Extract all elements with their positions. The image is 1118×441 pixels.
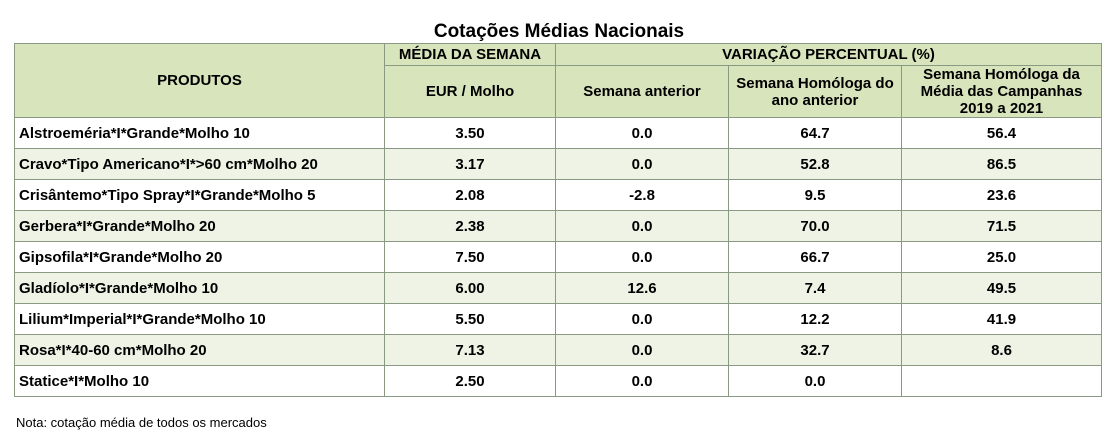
cell-semana-anterior: 0.0 xyxy=(555,148,729,180)
prices-table: PRODUTOS MÉDIA DA SEMANA VARIAÇÃO PERCEN… xyxy=(14,43,1102,397)
table-header: PRODUTOS MÉDIA DA SEMANA VARIAÇÃO PERCEN… xyxy=(14,43,1102,118)
cell-homologa-media: 86.5 xyxy=(901,148,1102,180)
cell-homologa-media: 56.4 xyxy=(901,117,1102,149)
cell-homologa-media: 49.5 xyxy=(901,272,1102,304)
cell-homologa-media: 71.5 xyxy=(901,210,1102,242)
cell-media: 3.50 xyxy=(384,117,556,149)
table-row: Cravo*Tipo Americano*I*>60 cm*Molho 20 3… xyxy=(14,148,1102,180)
cell-semana-anterior: 0.0 xyxy=(555,210,729,242)
cell-media: 7.13 xyxy=(384,334,556,366)
cell-media: 2.38 xyxy=(384,210,556,242)
cell-produto: Rosa*I*40-60 cm*Molho 20 xyxy=(14,334,385,366)
cell-homologa-ano: 64.7 xyxy=(728,117,902,149)
cell-semana-anterior: 0.0 xyxy=(555,241,729,273)
cell-homologa-media: 23.6 xyxy=(901,179,1102,211)
cell-homologa-media: 8.6 xyxy=(901,334,1102,366)
cell-homologa-ano: 66.7 xyxy=(728,241,902,273)
cell-homologa-ano: 7.4 xyxy=(728,272,902,304)
cell-semana-anterior: 0.0 xyxy=(555,365,729,397)
cell-homologa-ano: 70.0 xyxy=(728,210,902,242)
cell-media: 2.08 xyxy=(384,179,556,211)
header-produtos: PRODUTOS xyxy=(14,43,385,118)
cell-produto: Crisântemo*Tipo Spray*I*Grande*Molho 5 xyxy=(14,179,385,211)
header-semana-anterior: Semana anterior xyxy=(555,65,729,118)
header-semana-homologa-media-campanhas: Semana Homóloga da Média das Campanhas 2… xyxy=(901,65,1102,118)
cell-homologa-ano: 9.5 xyxy=(728,179,902,211)
cell-produto: Lilium*Imperial*I*Grande*Molho 10 xyxy=(14,303,385,335)
header-unidade: EUR / Molho xyxy=(384,65,556,118)
cell-media: 2.50 xyxy=(384,365,556,397)
footnote: Nota: cotação média de todos os mercados xyxy=(16,415,267,430)
table-row: Gipsofila*I*Grande*Molho 20 7.50 0.0 66.… xyxy=(14,241,1102,273)
cell-homologa-ano: 52.8 xyxy=(728,148,902,180)
table-row: Alstroeméria*I*Grande*Molho 10 3.50 0.0 … xyxy=(14,117,1102,149)
header-semana-homologa-ano-anterior: Semana Homóloga do ano anterior xyxy=(728,65,902,118)
cell-homologa-ano: 12.2 xyxy=(728,303,902,335)
cell-homologa-media: 41.9 xyxy=(901,303,1102,335)
cell-semana-anterior: 0.0 xyxy=(555,117,729,149)
cell-homologa-media: 25.0 xyxy=(901,241,1102,273)
cell-media: 7.50 xyxy=(384,241,556,273)
cell-produto: Gerbera*I*Grande*Molho 20 xyxy=(14,210,385,242)
table-row: Crisântemo*Tipo Spray*I*Grande*Molho 5 2… xyxy=(14,179,1102,211)
cell-media: 6.00 xyxy=(384,272,556,304)
cell-semana-anterior: 12.6 xyxy=(555,272,729,304)
header-media-semana: MÉDIA DA SEMANA xyxy=(384,43,556,66)
cell-homologa-ano: 32.7 xyxy=(728,334,902,366)
cell-produto: Cravo*Tipo Americano*I*>60 cm*Molho 20 xyxy=(14,148,385,180)
cell-homologa-media xyxy=(901,365,1102,397)
cell-semana-anterior: 0.0 xyxy=(555,334,729,366)
table-row: Lilium*Imperial*I*Grande*Molho 10 5.50 0… xyxy=(14,303,1102,335)
table-row: Gladíolo*I*Grande*Molho 10 6.00 12.6 7.4… xyxy=(14,272,1102,304)
cell-semana-anterior: 0.0 xyxy=(555,303,729,335)
table-body: Alstroeméria*I*Grande*Molho 10 3.50 0.0 … xyxy=(14,117,1102,397)
cell-produto: Gipsofila*I*Grande*Molho 20 xyxy=(14,241,385,273)
cell-media: 5.50 xyxy=(384,303,556,335)
header-variacao-percentual: VARIAÇÃO PERCENTUAL (%) xyxy=(555,43,1102,66)
cell-homologa-ano: 0.0 xyxy=(728,365,902,397)
cell-produto: Gladíolo*I*Grande*Molho 10 xyxy=(14,272,385,304)
cell-produto: Alstroeméria*I*Grande*Molho 10 xyxy=(14,117,385,149)
cell-produto: Statice*I*Molho 10 xyxy=(14,365,385,397)
cell-semana-anterior: -2.8 xyxy=(555,179,729,211)
table-row: Rosa*I*40-60 cm*Molho 20 7.13 0.0 32.7 8… xyxy=(14,334,1102,366)
table-row: Gerbera*I*Grande*Molho 20 2.38 0.0 70.0 … xyxy=(14,210,1102,242)
cell-media: 3.17 xyxy=(384,148,556,180)
page-title: Cotações Médias Nacionais xyxy=(433,21,685,42)
table-row: Statice*I*Molho 10 2.50 0.0 0.0 xyxy=(14,365,1102,397)
